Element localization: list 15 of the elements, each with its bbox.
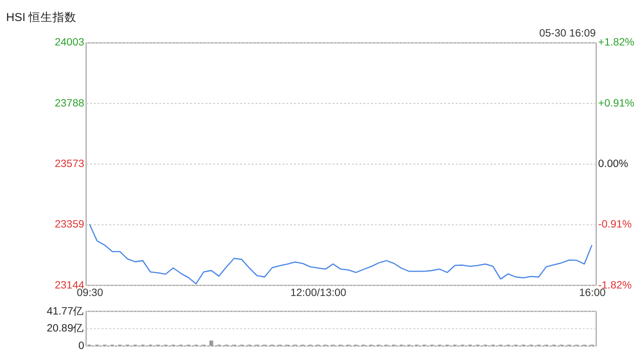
y2-tick-label: -0.91% [598,218,632,231]
y-tick-label: 23359 [54,218,84,231]
chart-title: HSI 恒生指数 [6,11,77,24]
y2-tick-label: 0.00% [598,158,629,170]
y2-tick-label: +0.91% [598,97,635,110]
y-tick-label: 0 [78,340,84,352]
line-series [88,224,593,284]
y-tick-label: 20.89亿 [46,322,84,335]
x-tick-label: 12:00/13:00 [290,286,346,299]
y-tick-label: 41.77亿 [46,305,84,318]
y-tick-label: 24003 [54,36,84,49]
y2-tick-label: +1.82% [598,36,635,49]
y-tick-label: 23573 [54,158,84,170]
y-tick-label: 23788 [54,97,84,110]
text: 05-30 16:09 [539,28,596,40]
